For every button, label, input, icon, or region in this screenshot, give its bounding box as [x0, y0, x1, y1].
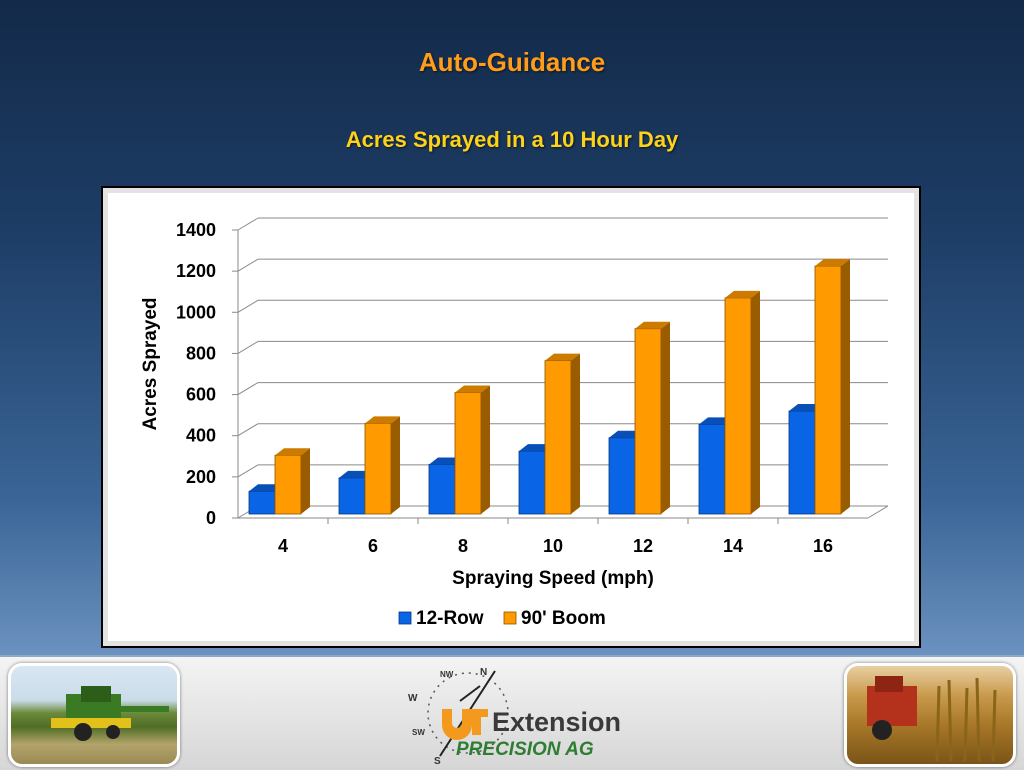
bar-12row — [518, 450, 546, 515]
x-axis-title: Spraying Speed (mph) — [452, 568, 654, 589]
legend-label: 12-Row — [416, 608, 484, 629]
bar-side — [751, 290, 760, 514]
compass-sw: SW — [412, 728, 425, 737]
x-tick-label: 14 — [723, 536, 743, 556]
bar-top — [365, 416, 400, 424]
gridline-depth — [237, 258, 259, 272]
bar-90boom — [274, 454, 302, 515]
gridline-depth — [237, 464, 259, 478]
bar-top — [635, 321, 670, 329]
extension-precision-ag-logo: N NW W SW S Extension PRECISION AG — [408, 667, 621, 767]
bar-side — [481, 385, 490, 514]
bar-top — [815, 259, 850, 266]
bar-top — [275, 448, 310, 456]
y-tick-label: 200 — [186, 467, 216, 487]
y-tick-label: 1200 — [176, 261, 216, 281]
y-axis-title: Acres Sprayed — [140, 297, 161, 430]
corn-harvest-icon — [867, 676, 997, 762]
y-tick-label: 600 — [186, 385, 216, 405]
bar-90boom — [454, 392, 482, 515]
x-tick-label: 12 — [633, 536, 653, 556]
y-tick-label: 0 — [206, 508, 216, 528]
gridline-depth — [237, 340, 259, 354]
bar-12row — [428, 464, 456, 515]
legend-swatch — [398, 611, 412, 625]
bar-12row — [608, 437, 636, 515]
y-tick-label: 400 — [186, 426, 216, 446]
combine-harvester-icon — [51, 686, 169, 741]
bar-12row — [248, 490, 276, 515]
y-tick-label: 800 — [186, 343, 216, 363]
bar-12row — [698, 423, 726, 515]
bar-top — [725, 290, 760, 298]
legend-label: 90' Boom — [521, 608, 606, 629]
bar-90boom — [814, 265, 842, 515]
floor-edge — [867, 505, 889, 519]
bar-90boom — [724, 297, 752, 515]
bar-side — [661, 321, 670, 514]
right-photo — [844, 663, 1016, 767]
compass-w: W — [408, 693, 418, 704]
x-tick-label: 10 — [543, 536, 563, 556]
gridline-depth — [237, 382, 259, 396]
bar-top — [545, 353, 580, 361]
bar-90boom — [364, 422, 392, 515]
x-tick-label: 8 — [458, 536, 468, 556]
bar-chart: 0 200 400 600 800 1000 1200 1400 4 6 8 10 12 14 16 Spra… — [140, 217, 889, 629]
bar-side — [571, 353, 580, 514]
x-tick-label: 6 — [368, 536, 378, 556]
gridline-depth — [237, 423, 259, 437]
slide-subtitle: Acres Sprayed in a 10 Hour Day — [345, 127, 679, 152]
ut-mark-icon — [442, 709, 488, 740]
x-tick-label: 16 — [813, 536, 833, 556]
slide-title: Auto-Guidance — [418, 47, 606, 77]
bar-side — [301, 448, 310, 514]
logo-sub: PRECISION AG — [456, 739, 594, 760]
compass-nw: NW — [440, 670, 454, 679]
compass-s: S — [434, 756, 441, 767]
x-tick-label: 4 — [278, 536, 288, 556]
footer-banner: N NW W SW S Extension PRECISION AG — [0, 655, 1024, 770]
bar-side — [841, 259, 850, 514]
y-tick-label: 1400 — [176, 220, 216, 240]
legend-swatch — [503, 611, 517, 625]
bar-90boom — [634, 328, 662, 515]
chart-panel: 0 200 400 600 800 1000 1200 1400 4 6 8 10 12 14 16 Spra… — [101, 186, 921, 648]
bar-12row — [338, 477, 366, 515]
logo-word: Extension — [492, 707, 621, 737]
compass-n: N — [480, 667, 487, 678]
y-tick-label: 1000 — [176, 302, 216, 322]
bar-12row — [788, 410, 816, 515]
bar-side — [391, 416, 400, 514]
gridline-depth — [237, 299, 259, 313]
left-photo — [8, 663, 180, 767]
bar-90boom — [544, 360, 572, 515]
gridline-depth — [237, 217, 259, 231]
bar-top — [455, 385, 490, 393]
